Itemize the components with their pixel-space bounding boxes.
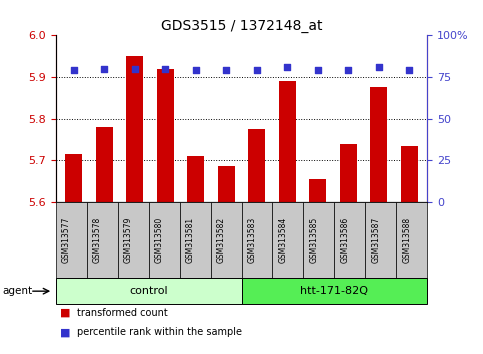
Point [253,68,261,73]
Title: GDS3515 / 1372148_at: GDS3515 / 1372148_at [161,19,322,33]
Text: GSM313583: GSM313583 [248,217,257,263]
Text: control: control [129,286,168,296]
Point [314,68,322,73]
Bar [279,81,296,202]
Text: ■: ■ [60,308,71,318]
Text: GSM313579: GSM313579 [124,217,133,263]
Text: GSM313582: GSM313582 [217,217,226,263]
Text: GSM313585: GSM313585 [310,217,319,263]
Text: GSM313578: GSM313578 [93,217,102,263]
Text: GSM313581: GSM313581 [186,217,195,263]
Bar [309,179,326,202]
Text: GSM313587: GSM313587 [372,217,381,263]
Text: GSM313577: GSM313577 [62,217,71,263]
Text: GSM313584: GSM313584 [279,217,288,263]
Bar [340,143,356,202]
Point [284,64,291,70]
Point [161,66,169,72]
Text: GSM313580: GSM313580 [155,217,164,263]
Bar [187,156,204,202]
Point [70,68,78,73]
Text: GSM313588: GSM313588 [403,217,412,263]
Text: percentile rank within the sample: percentile rank within the sample [77,327,242,337]
Point [131,66,139,72]
Point [222,68,230,73]
Point [192,68,199,73]
Text: agent: agent [2,286,32,296]
Bar [157,69,174,202]
Text: GSM313586: GSM313586 [341,217,350,263]
Point [100,66,108,72]
Point [344,68,352,73]
Text: htt-171-82Q: htt-171-82Q [300,286,369,296]
Bar [218,166,235,202]
Bar [96,127,113,202]
Text: ■: ■ [60,327,71,337]
Bar [401,145,417,202]
Bar [66,154,82,202]
Bar [370,87,387,202]
Point [405,68,413,73]
Point [375,64,383,70]
Bar [127,56,143,202]
Text: transformed count: transformed count [77,308,168,318]
Bar [248,129,265,202]
